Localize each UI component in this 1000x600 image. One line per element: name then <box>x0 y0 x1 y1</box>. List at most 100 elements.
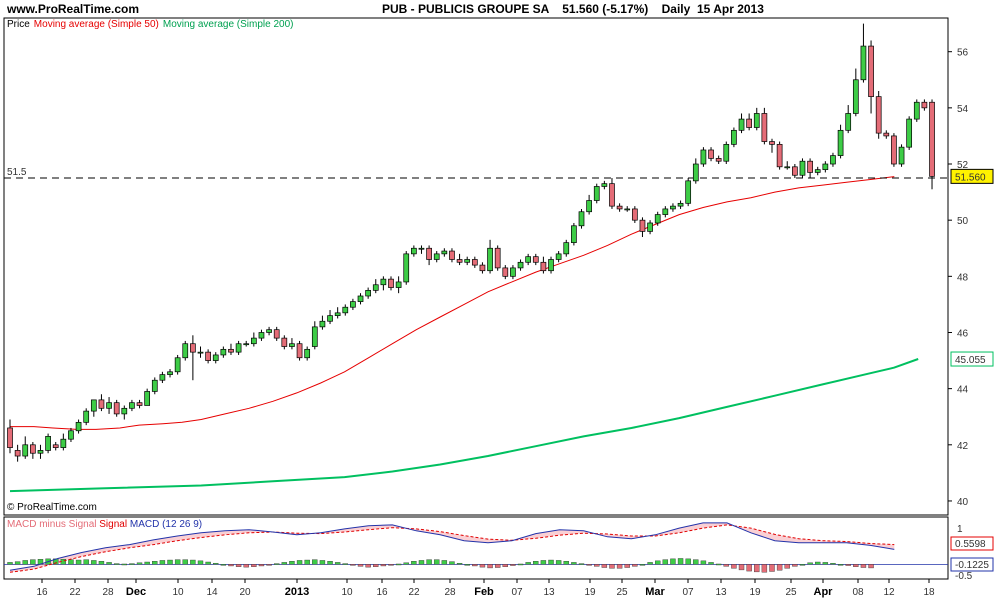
y-tick-label: 46 <box>957 328 969 339</box>
candle-body <box>380 278 387 286</box>
candle-body <box>30 444 36 454</box>
candle-body <box>845 113 852 131</box>
candle-body <box>60 438 67 448</box>
macd-hist-bar <box>700 560 707 565</box>
macd-hist-bar <box>609 564 615 569</box>
x-tick-label: 28 <box>444 587 456 598</box>
macd-hist-bar <box>517 563 524 566</box>
x-tick-label: 18 <box>923 587 935 598</box>
candle-body <box>304 348 311 359</box>
main-legend: Price Moving average (Simple 50) Moving av… <box>7 19 297 30</box>
y-tick-label: 56 <box>957 48 969 59</box>
macd-hist-bar <box>213 562 219 565</box>
macd-hist-bar <box>776 564 783 571</box>
macd-hist-bar <box>30 559 36 565</box>
site-name[interactable]: www.ProRealTime.com <box>7 2 140 16</box>
candle-body <box>190 343 196 353</box>
macd-hist-bar <box>677 558 684 565</box>
candle-body <box>388 278 394 288</box>
candle-body <box>670 205 676 210</box>
candle-body <box>852 79 859 114</box>
legend-ma50: Moving average (Simple 50) <box>33 19 159 30</box>
candle-body <box>281 337 288 347</box>
macd-panel: 1 0.5598 -0.1225-0.5 <box>4 522 994 582</box>
macd-hist-bar <box>91 560 97 565</box>
macd-hist-bar <box>533 561 539 565</box>
macd-hist-bar <box>685 558 691 565</box>
legend-price: Price <box>7 19 30 30</box>
macd-hist-bar <box>670 558 676 565</box>
macd-hist-bar <box>456 562 463 565</box>
macd-hist-bar <box>373 564 379 567</box>
macd-hist-bar <box>426 559 432 565</box>
candle-body <box>525 256 532 263</box>
macd-hist-bar <box>388 564 394 566</box>
x-tick-label: 19 <box>584 587 596 598</box>
candle-body <box>327 315 333 322</box>
candle-body <box>136 402 143 406</box>
candle-body <box>289 343 295 347</box>
candle-body <box>75 421 82 432</box>
macd-hist-bar <box>274 563 280 565</box>
candle-body <box>555 253 562 260</box>
candle-body <box>319 320 326 328</box>
chart-header: www.ProRealTime.com PUB - PUBLICIS GROUP… <box>0 0 1000 18</box>
y-tick-label: 42 <box>957 441 969 452</box>
x-tick-label: 14 <box>206 587 218 598</box>
x-tick-label: 19 <box>749 587 761 598</box>
price-y-axis: 40 42 44 46 48 50 52 54 56 <box>948 48 969 508</box>
macd-hist-bar <box>312 559 318 565</box>
candle-body <box>487 247 493 272</box>
candle-body <box>464 259 471 263</box>
macd-hist-bar <box>525 562 531 565</box>
x-tick-label: 16 <box>376 587 388 598</box>
macd-hist-bar <box>708 562 714 565</box>
macd-hist-bar <box>487 564 493 569</box>
macd-hist-bar <box>632 564 638 567</box>
candle-body <box>868 45 874 97</box>
candle-body <box>243 343 250 346</box>
candle-body <box>151 379 158 392</box>
macd-hist-bar <box>334 562 341 565</box>
candle-body <box>22 444 29 457</box>
macd-hist-bar <box>807 562 813 565</box>
macd-hist-bar <box>174 559 181 565</box>
y-tick-label: 48 <box>957 272 969 283</box>
candle-body <box>647 222 653 232</box>
ma200-line <box>9 358 919 493</box>
macd-hist-bar <box>784 564 790 569</box>
x-tick-label: Mar <box>645 586 665 598</box>
macd-hist-bar <box>761 564 768 573</box>
macd-hist-bar <box>494 564 501 568</box>
candle-body <box>471 259 478 266</box>
candle-body <box>929 101 935 177</box>
candle-body <box>571 225 577 243</box>
candle-body <box>334 312 341 316</box>
candle-body <box>563 242 570 255</box>
candle-body <box>98 399 105 409</box>
candle-body <box>548 259 554 272</box>
candle-body <box>449 250 455 260</box>
macd-hist-bar <box>449 561 455 565</box>
ref-line-label: 51.5 <box>7 167 27 178</box>
candle-body <box>479 264 486 272</box>
candle-body <box>685 180 692 204</box>
macd-hist-bar <box>197 560 204 565</box>
candle-body <box>441 250 448 255</box>
macd-hist-bar <box>319 560 326 565</box>
macd-hist-bar <box>616 564 623 569</box>
candle-body <box>7 427 13 448</box>
candle-body <box>906 118 913 148</box>
candle-body <box>517 261 524 269</box>
macd-hist-bar <box>479 564 486 568</box>
signal-badge-label: -0.1225 <box>955 560 989 571</box>
macd-hist-bar <box>106 562 112 565</box>
x-tick-label: Feb <box>474 586 494 598</box>
chart-title: PUB - PUBLICIS GROUPE SA 51.560 (-5.17%)… <box>382 2 764 16</box>
macd-signal-fill <box>10 522 895 573</box>
macd-hist-bar <box>815 561 821 565</box>
macd-hist-bar <box>129 563 135 565</box>
macd-hist-bar <box>792 564 798 567</box>
candles <box>7 23 935 462</box>
